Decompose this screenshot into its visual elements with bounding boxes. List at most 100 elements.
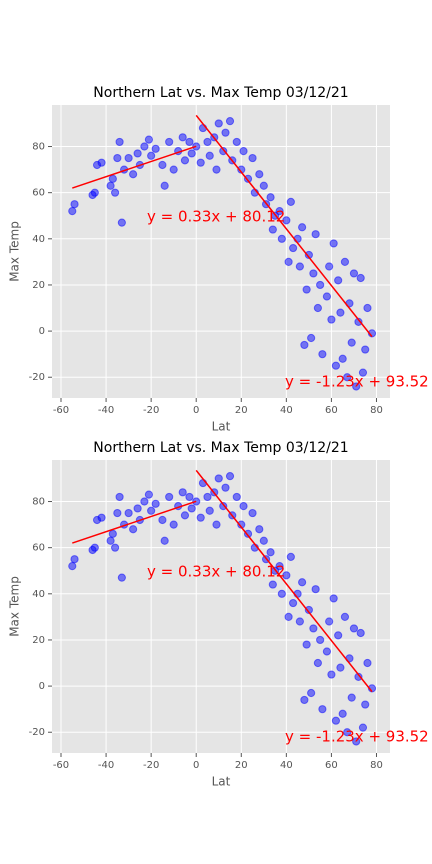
point <box>129 525 138 534</box>
point <box>307 333 316 343</box>
point <box>110 188 120 197</box>
point <box>309 624 318 633</box>
point <box>158 160 167 170</box>
point <box>336 308 345 317</box>
point <box>266 193 275 202</box>
point <box>316 280 325 290</box>
point <box>316 635 325 645</box>
annotation: y = -1.23x + 93.52 <box>285 373 429 391</box>
x-tick-label: 60 <box>325 405 338 416</box>
point <box>275 207 284 216</box>
point <box>243 529 253 538</box>
point <box>349 269 359 278</box>
x-tick-label: -60 <box>53 405 69 416</box>
point <box>221 483 230 492</box>
point <box>295 262 304 271</box>
point <box>144 135 153 144</box>
point <box>178 488 187 497</box>
point <box>225 117 235 126</box>
point <box>187 149 196 158</box>
y-tick-label: 80 <box>32 142 45 153</box>
point <box>178 133 187 142</box>
point <box>70 555 79 564</box>
point <box>169 520 178 529</box>
point <box>232 492 241 502</box>
point <box>358 368 368 377</box>
point <box>165 137 174 147</box>
x-tick-label: 40 <box>280 760 293 771</box>
point <box>144 490 153 499</box>
point <box>185 492 194 502</box>
point <box>106 536 115 545</box>
point <box>343 728 352 737</box>
y-tick-label: 60 <box>32 543 45 554</box>
point <box>203 492 212 502</box>
fit-line <box>72 145 197 189</box>
point <box>363 658 372 668</box>
point <box>322 647 332 656</box>
point <box>338 709 347 718</box>
point <box>90 188 99 197</box>
point <box>180 511 190 520</box>
point <box>349 624 359 633</box>
x-tick-label: -20 <box>143 760 159 771</box>
point <box>212 165 221 174</box>
point <box>212 520 221 529</box>
point <box>185 137 194 147</box>
point <box>113 153 122 163</box>
point <box>151 499 160 508</box>
point <box>151 144 160 153</box>
point <box>124 508 133 518</box>
point <box>248 508 257 518</box>
x-tick-label: 20 <box>235 760 248 771</box>
point <box>117 218 126 227</box>
point <box>140 142 149 151</box>
point <box>352 382 361 391</box>
point <box>219 147 228 156</box>
point <box>214 474 223 483</box>
point <box>97 513 106 522</box>
point <box>205 151 214 160</box>
point <box>129 170 138 179</box>
point <box>259 181 268 190</box>
point <box>311 230 320 239</box>
point <box>289 243 298 253</box>
point <box>225 472 235 481</box>
annotation: y = 0.33x + 80.12 <box>147 563 285 581</box>
point <box>180 156 190 165</box>
point <box>108 174 117 183</box>
point <box>277 589 286 598</box>
point <box>68 562 77 571</box>
point <box>248 153 257 163</box>
point <box>347 693 356 702</box>
point <box>311 585 320 594</box>
point <box>169 165 178 174</box>
point <box>255 170 264 179</box>
x-tick-label: 0 <box>193 405 199 416</box>
point <box>325 262 334 271</box>
x-axis-label: Lat <box>212 775 231 789</box>
point <box>329 594 338 603</box>
point <box>268 225 277 234</box>
point <box>259 536 268 545</box>
y-tick-label: 40 <box>32 234 45 245</box>
point <box>282 571 291 580</box>
x-tick-label: 0 <box>193 760 199 771</box>
point <box>243 174 253 183</box>
point <box>133 149 142 158</box>
fit-line <box>195 114 373 338</box>
point <box>331 716 341 725</box>
annotation: y = -1.23x + 93.52 <box>285 728 429 746</box>
point <box>327 670 336 679</box>
y-axis-label: Max Temp <box>8 221 22 282</box>
point <box>286 197 295 206</box>
point <box>331 361 341 370</box>
x-tick-label: -40 <box>98 760 114 771</box>
point <box>300 340 309 350</box>
point <box>117 573 126 582</box>
point <box>196 158 205 167</box>
point <box>268 580 277 589</box>
y-tick-label: 0 <box>39 681 45 692</box>
point <box>108 529 117 538</box>
